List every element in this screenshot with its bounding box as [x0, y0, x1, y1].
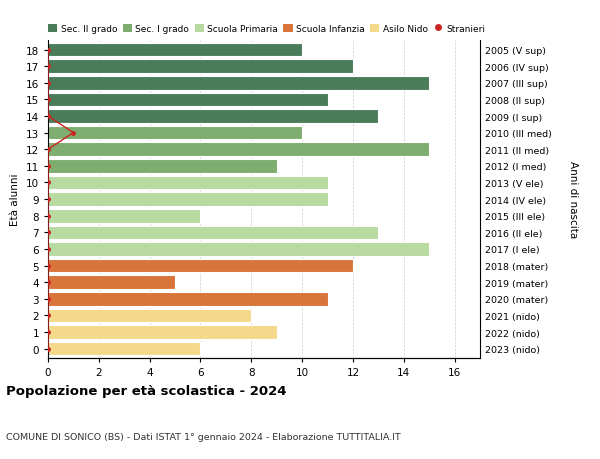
- Y-axis label: Età alunni: Età alunni: [10, 174, 20, 226]
- Bar: [48, 44, 302, 57]
- Bar: [48, 309, 251, 323]
- Legend: Sec. II grado, Sec. I grado, Scuola Primaria, Scuola Infanzia, Asilo Nido, Stran: Sec. II grado, Sec. I grado, Scuola Prim…: [48, 24, 485, 34]
- Bar: [48, 325, 277, 339]
- Text: Popolazione per età scolastica - 2024: Popolazione per età scolastica - 2024: [6, 384, 287, 397]
- Bar: [48, 143, 429, 157]
- Bar: [48, 342, 200, 356]
- Bar: [48, 292, 328, 306]
- Bar: [48, 193, 328, 207]
- Bar: [48, 226, 379, 240]
- Bar: [48, 176, 328, 190]
- Bar: [48, 77, 429, 90]
- Bar: [48, 243, 429, 256]
- Bar: [48, 127, 302, 140]
- Bar: [48, 60, 353, 74]
- Bar: [48, 209, 200, 223]
- Bar: [48, 276, 175, 289]
- Bar: [48, 160, 277, 174]
- Bar: [48, 93, 328, 107]
- Bar: [48, 110, 379, 123]
- Bar: [48, 259, 353, 273]
- Y-axis label: Anni di nascita: Anni di nascita: [568, 161, 578, 238]
- Text: COMUNE DI SONICO (BS) - Dati ISTAT 1° gennaio 2024 - Elaborazione TUTTITALIA.IT: COMUNE DI SONICO (BS) - Dati ISTAT 1° ge…: [6, 431, 401, 441]
